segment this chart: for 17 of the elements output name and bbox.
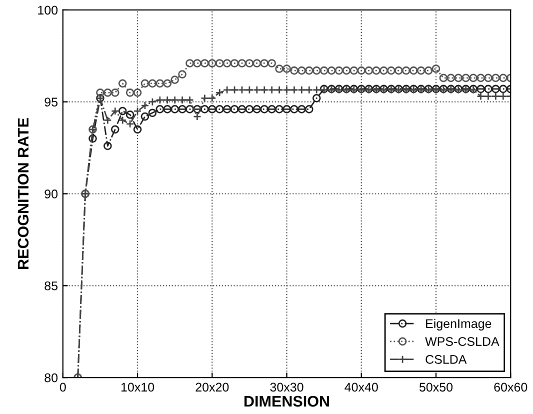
legend-label: WPS-CSLDA (425, 337, 500, 346)
x-tick-label: 0 (60, 382, 66, 392)
x-tick-label: 50x50 (419, 382, 453, 392)
x-tick-label: 10x10 (121, 382, 154, 392)
y-tick-label: 90 (44, 190, 58, 198)
y-axis-title: RECOGNITION RATE (18, 118, 29, 269)
legend-label: CSLDA (426, 354, 467, 364)
x-tick-label: 30x30 (270, 382, 304, 392)
x-axis-title: DIMENSION (244, 396, 330, 407)
y-tick-label: 85 (44, 281, 58, 290)
x-tick-label: 20x20 (196, 382, 229, 392)
y-tick-label: 95 (44, 98, 58, 106)
x-tick-label: 40x40 (344, 382, 378, 392)
y-tick-label: 80 (44, 373, 58, 382)
y-tick-label: 100 (38, 6, 58, 15)
legend-label: EigenImage (426, 318, 492, 331)
x-tick-label: 60x60 (494, 382, 528, 392)
